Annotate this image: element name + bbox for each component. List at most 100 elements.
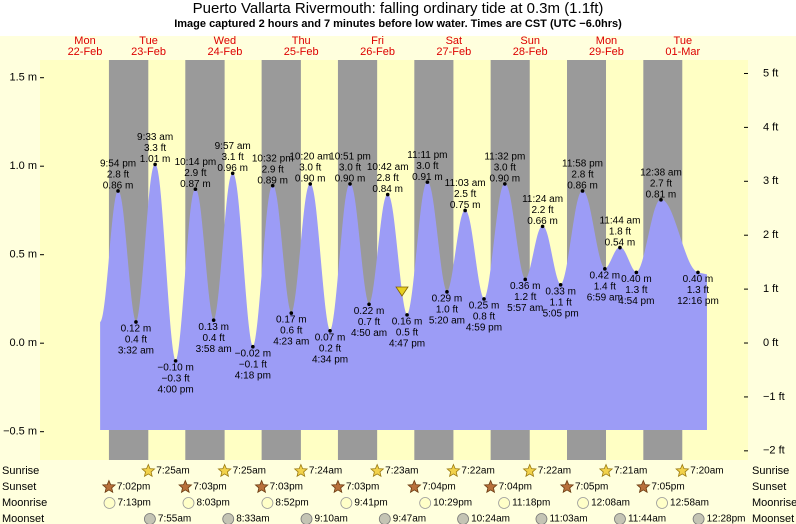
day-name: Mon — [596, 35, 617, 47]
extreme-label: 0.86 m — [567, 181, 598, 192]
moonset-icon — [378, 513, 391, 524]
event-time: 7:13pm — [118, 498, 151, 509]
extreme-label: 10:32 pm — [252, 153, 294, 164]
extreme-dot — [425, 180, 430, 184]
extreme-label: 2.9 ft — [262, 164, 284, 175]
extreme-dot — [173, 359, 178, 363]
extreme-label: 5:05 pm — [543, 308, 579, 319]
extreme-label: 10:20 am — [289, 152, 331, 163]
extreme-label: 1.01 m — [140, 154, 171, 165]
day-name: Thu — [292, 35, 311, 47]
y2-tick-label: 2 ft — [763, 229, 778, 241]
day-date: 25-Feb — [284, 46, 319, 58]
extreme-dot — [348, 182, 352, 186]
moonset-icon — [457, 513, 469, 524]
tide-area — [100, 164, 707, 430]
extreme-dot — [193, 187, 198, 192]
extreme-label: 12:38 am — [640, 167, 682, 178]
extreme-label: 0.6 ft — [280, 326, 302, 337]
moonrise-icon — [182, 497, 195, 509]
sunset-icon — [407, 479, 422, 494]
extreme-label: 3.0 ft — [339, 163, 361, 174]
extreme-dot — [696, 270, 700, 275]
extreme-label: 6:59 am — [587, 292, 623, 303]
extreme-label: 2.8 ft — [107, 170, 129, 181]
day-name: Tue — [139, 35, 158, 47]
extreme-label: 1.1 ft — [550, 297, 572, 308]
extreme-label: 0.90 m — [490, 174, 521, 185]
extreme-label: 11:11 pm — [407, 150, 447, 161]
extreme-label: 1.0 ft — [436, 304, 458, 315]
row-label: Sunset — [2, 481, 36, 493]
extreme-dot — [445, 290, 449, 294]
extreme-label: 5:57 am — [507, 303, 543, 314]
day-date: 22-Feb — [68, 46, 103, 58]
extreme-dot — [540, 224, 545, 229]
extreme-label: 4:50 am — [351, 328, 387, 339]
extreme-dot — [270, 183, 275, 188]
event-time: 7:55am — [158, 514, 191, 524]
event-time: 12:58am — [670, 498, 709, 509]
sunrise-icon — [675, 463, 690, 478]
extreme-dot — [153, 162, 157, 167]
extreme-label: 10:51 pm — [329, 152, 371, 163]
event-time: 7:24am — [309, 466, 342, 477]
extreme-label: 0.96 m — [217, 163, 248, 174]
row-label: Moonset — [2, 513, 44, 524]
event-time: 7:21am — [614, 466, 647, 477]
sunset-icon — [559, 479, 575, 494]
extreme-label: 3:32 am — [118, 346, 154, 357]
extreme-dot — [134, 320, 138, 324]
extreme-label: 0.4 ft — [125, 335, 147, 346]
extreme-label: 1.3 ft — [687, 285, 709, 296]
event-time: 7:05pm — [575, 482, 608, 493]
extreme-dot — [308, 182, 313, 186]
row-label-right: Moonset — [752, 513, 794, 524]
extreme-label: 4:54 pm — [618, 296, 654, 307]
extreme-label: 2.7 ft — [650, 178, 672, 189]
extreme-label: 0.42 m — [590, 270, 621, 281]
extreme-label: 0.91 m — [412, 172, 443, 183]
extreme-label: 5:20 am — [429, 315, 465, 326]
sunset-icon — [178, 479, 193, 494]
row-label-right: Moonrise — [752, 497, 796, 509]
moonrise-icon — [656, 497, 668, 509]
extreme-label: 4:47 pm — [389, 339, 425, 350]
extreme-label: −0.02 m — [235, 348, 271, 359]
extreme-label: 0.7 ft — [358, 317, 380, 328]
extreme-label: 0.29 m — [432, 293, 463, 304]
extreme-label: 4:59 pm — [466, 323, 502, 334]
sunrise-icon — [293, 463, 309, 478]
event-time: 8:33am — [236, 514, 269, 524]
extreme-label: 0.5 ft — [396, 328, 418, 339]
extreme-dot — [405, 313, 409, 317]
extreme-label: −0.3 ft — [162, 374, 190, 385]
extreme-label: 0.25 m — [469, 301, 500, 312]
extreme-label: 0.54 m — [605, 237, 636, 248]
event-time: 7:22am — [461, 466, 494, 477]
day-date: 27-Feb — [436, 46, 471, 58]
extreme-label: 3.0 ft — [416, 161, 438, 172]
extreme-label: 0.86 m — [103, 181, 134, 192]
y-tick-label: 0.5 m — [9, 249, 37, 261]
day-name: Sat — [446, 35, 463, 47]
day-name: Sun — [520, 35, 540, 47]
extreme-label: 2.8 ft — [377, 173, 399, 184]
moonrise-icon — [261, 497, 274, 509]
sunset-icon — [330, 479, 346, 494]
event-time: 7:03pm — [270, 482, 303, 493]
extreme-label: 0.4 ft — [203, 333, 225, 344]
extreme-label: 0.16 m — [392, 317, 423, 328]
extreme-label: 0.81 m — [646, 189, 677, 200]
extreme-label: 4:23 am — [273, 337, 309, 348]
extreme-label: 11:24 am — [522, 194, 563, 205]
moonrise-icon — [340, 497, 353, 509]
extreme-label: 10:42 am — [367, 162, 409, 173]
extreme-dot — [634, 270, 639, 275]
moonset-icon — [222, 513, 235, 524]
event-time: 7:05pm — [651, 482, 684, 493]
extreme-dot — [618, 245, 622, 250]
day-date: 01-Mar — [665, 46, 700, 58]
extreme-label: 4:00 pm — [158, 385, 194, 396]
